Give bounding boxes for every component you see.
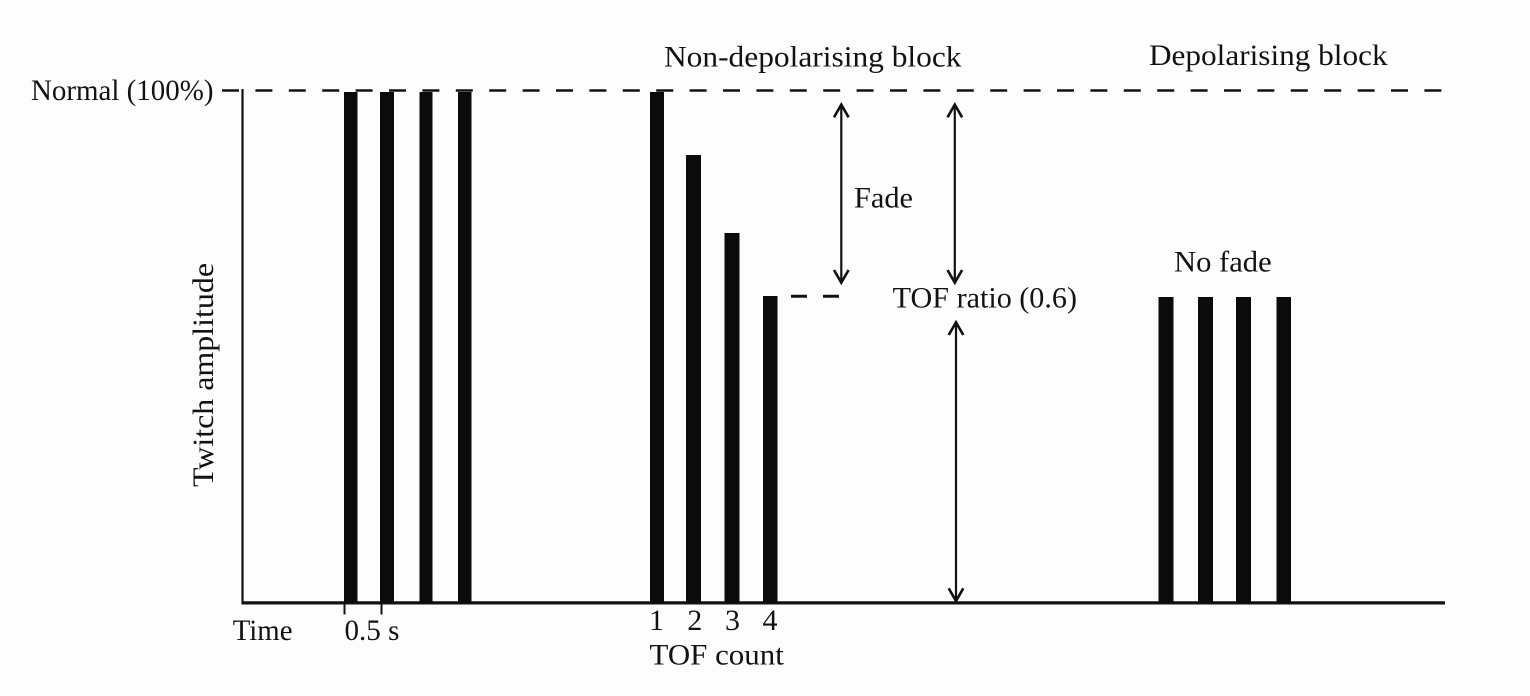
svg-text:Time: Time bbox=[233, 614, 293, 647]
svg-text:Normal (100%): Normal (100%) bbox=[31, 74, 214, 107]
svg-text:4: 4 bbox=[763, 604, 778, 637]
svg-text:Depolarising block: Depolarising block bbox=[1149, 39, 1388, 72]
svg-text:Fade: Fade bbox=[854, 182, 913, 215]
svg-text:3: 3 bbox=[725, 604, 740, 637]
svg-text:1: 1 bbox=[649, 604, 664, 637]
svg-text:No fade: No fade bbox=[1174, 246, 1272, 279]
svg-text:TOF ratio (0.6): TOF ratio (0.6) bbox=[893, 282, 1077, 315]
svg-text:0.5 s: 0.5 s bbox=[345, 614, 400, 647]
svg-text:Non-depolarising block: Non-depolarising block bbox=[664, 41, 962, 74]
svg-text:Twitch amplitude: Twitch amplitude bbox=[187, 263, 220, 487]
svg-text:2: 2 bbox=[687, 604, 702, 637]
svg-text:TOF count: TOF count bbox=[650, 639, 785, 672]
